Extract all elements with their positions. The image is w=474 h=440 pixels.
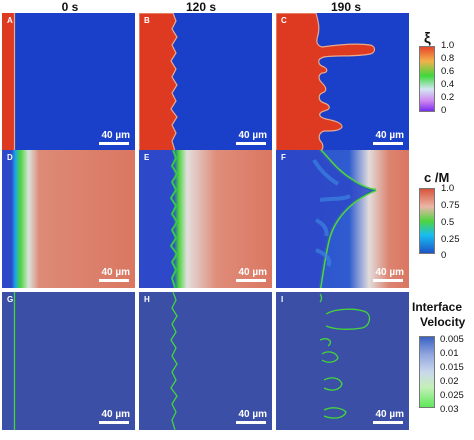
panel-label-g: G bbox=[7, 295, 14, 304]
panel-b: B 40 µm bbox=[139, 13, 272, 151]
scale-bar: 40 µm bbox=[99, 267, 130, 282]
panel-h-field bbox=[170, 292, 178, 430]
panel-c: C 40 µm bbox=[276, 13, 409, 151]
panel-e-field bbox=[139, 150, 272, 288]
tick-conc-0: 0 bbox=[441, 250, 447, 261]
scale-bar: 40 µm bbox=[373, 409, 404, 424]
scale-bar: 40 µm bbox=[236, 409, 267, 424]
legend-velocity-title-2: Velocity bbox=[420, 315, 466, 329]
panel-label-d: D bbox=[7, 153, 13, 162]
panel-i: I 40 µm bbox=[276, 292, 409, 430]
panel-d: D 40 µm bbox=[2, 150, 135, 288]
tick-conc-0.5: 0.5 bbox=[441, 217, 455, 228]
panel-label-i: I bbox=[281, 295, 284, 304]
tick-xi-0.2: 0.2 bbox=[441, 92, 455, 103]
legend-velocity-title-1: Interface bbox=[412, 300, 463, 314]
panel-label-f: F bbox=[281, 153, 286, 162]
scale-bar: 40 µm bbox=[373, 267, 404, 282]
legend-xi-colorbar bbox=[419, 46, 435, 112]
legend-velocity-colorbar bbox=[419, 336, 435, 408]
tick-conc-0.25: 0.25 bbox=[441, 234, 460, 245]
panel-label-b: B bbox=[144, 16, 150, 25]
panel-label-a: A bbox=[7, 16, 13, 25]
panel-h: H 40 µm bbox=[139, 292, 272, 430]
legend-conc-title: c /M bbox=[424, 170, 450, 185]
panel-label-c: C bbox=[281, 16, 287, 25]
panel-label-h: H bbox=[144, 295, 150, 304]
panel-b-field bbox=[139, 13, 178, 151]
scale-bar: 40 µm bbox=[373, 130, 404, 145]
column-title-190s: 190 s bbox=[330, 0, 362, 14]
panel-a-field bbox=[2, 13, 16, 151]
tick-vel-0.01: 0.01 bbox=[440, 348, 459, 359]
column-title-120s: 120 s bbox=[185, 0, 217, 14]
tick-xi-0.8: 0.8 bbox=[441, 53, 455, 64]
scale-bar: 40 µm bbox=[236, 130, 267, 145]
tick-vel-0.025: 0.025 bbox=[440, 390, 464, 401]
panel-f-field bbox=[276, 150, 409, 288]
panel-e: E 40 µm bbox=[139, 150, 272, 288]
panel-c-field bbox=[276, 13, 376, 151]
legend-conc-colorbar bbox=[419, 188, 435, 254]
column-title-0s: 0 s bbox=[61, 0, 79, 14]
tick-vel-0.015: 0.015 bbox=[440, 362, 464, 373]
panel-a: A 40 µm bbox=[2, 13, 135, 151]
panel-f: F 40 µm bbox=[276, 150, 409, 288]
tick-vel-0.02: 0.02 bbox=[440, 376, 459, 387]
panel-i-field bbox=[319, 293, 371, 419]
tick-vel-0.03: 0.03 bbox=[440, 404, 459, 415]
tick-xi-0.6: 0.6 bbox=[441, 66, 455, 77]
scale-bar: 40 µm bbox=[236, 267, 267, 282]
panel-label-e: E bbox=[144, 153, 150, 162]
tick-vel-0.005: 0.005 bbox=[440, 334, 464, 345]
panel-g: G 40 µm bbox=[2, 292, 135, 430]
tick-xi-0: 0 bbox=[441, 105, 447, 116]
panel-g-field bbox=[13, 292, 16, 430]
tick-xi-1: 1.0 bbox=[441, 40, 455, 51]
scale-bar: 40 µm bbox=[99, 130, 130, 145]
tick-xi-0.4: 0.4 bbox=[441, 79, 455, 90]
tick-conc-1: 1.0 bbox=[441, 183, 455, 194]
tick-conc-0.75: 0.75 bbox=[441, 200, 460, 211]
panel-d-field bbox=[2, 150, 135, 288]
scale-bar: 40 µm bbox=[99, 409, 130, 424]
legend-xi-title: ξ bbox=[424, 30, 431, 47]
